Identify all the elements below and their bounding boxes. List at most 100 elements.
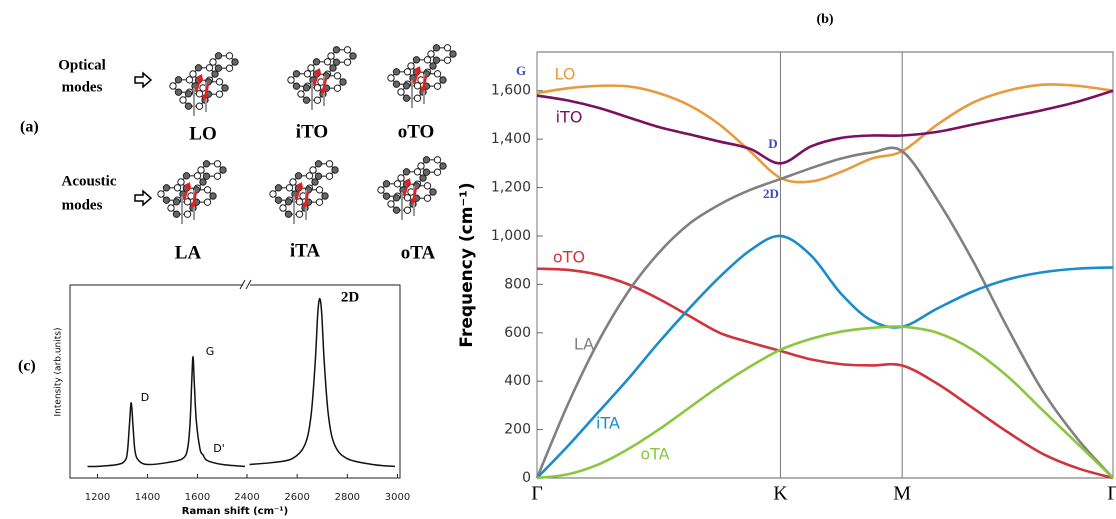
atom (316, 199, 322, 205)
peak-label: 2D (341, 289, 360, 305)
atom (285, 199, 291, 205)
x-tick-label: 3000 (385, 492, 410, 503)
atom (444, 57, 450, 63)
branch-label: LA (574, 335, 594, 354)
atom (383, 193, 389, 199)
atom (312, 179, 318, 185)
atom (290, 179, 296, 185)
peak-label: D (141, 391, 149, 404)
atom (403, 169, 409, 175)
atom (433, 57, 439, 63)
atom (393, 207, 399, 213)
atom (434, 157, 440, 163)
atom (328, 53, 334, 59)
lattice-icon (288, 47, 356, 110)
atom (393, 81, 399, 87)
branch-label: iTA (596, 414, 620, 433)
mode-label: LA (175, 242, 202, 263)
y-tick-label: 200 (504, 422, 531, 438)
atom (340, 79, 346, 85)
atom (413, 57, 419, 63)
atom (388, 75, 394, 81)
atom (170, 83, 176, 89)
atom (306, 173, 312, 179)
dispersion-line (537, 326, 1113, 478)
atom (204, 199, 210, 205)
atom (444, 45, 450, 51)
atom (198, 167, 204, 173)
dispersion-line (537, 84, 1113, 182)
mode-label: iTA (290, 240, 321, 261)
atom (430, 63, 436, 69)
atom (315, 161, 321, 167)
atom (226, 53, 232, 59)
atom (303, 97, 309, 103)
atom (414, 95, 420, 101)
lattice-icon (158, 161, 226, 224)
peak-label: D' (213, 442, 225, 455)
atom (388, 201, 394, 207)
atom (196, 103, 202, 109)
atom (204, 187, 210, 193)
y-tick-label: 0 (522, 470, 531, 486)
atom (280, 205, 286, 211)
atom (394, 181, 400, 187)
atom (200, 179, 206, 185)
atom (450, 51, 456, 57)
atom (215, 53, 221, 59)
figure: (a) OpticalmodesLOiTOoTOAcousticmodesLAi… (0, 0, 1116, 519)
atom (393, 195, 399, 201)
atom (163, 185, 169, 191)
atom (332, 167, 338, 173)
y-tick-label: 600 (504, 325, 531, 341)
atom (434, 83, 440, 89)
atom (210, 193, 216, 199)
panel-label: (b) (816, 12, 833, 27)
atom (333, 47, 339, 53)
plot-frame (70, 285, 400, 478)
branch-label: iTO (556, 108, 583, 127)
row-title: Acoustic (62, 173, 117, 189)
x-axis-label: Raman shift (cm⁻¹) (182, 506, 288, 517)
atom (408, 63, 414, 69)
lattice-icon (378, 157, 446, 220)
atom (232, 59, 238, 65)
y-axis-label: Intensity (arb.units) (54, 328, 64, 417)
branch-label: oTA (640, 445, 669, 464)
atom (344, 59, 350, 65)
atom (215, 65, 221, 71)
atom (296, 211, 302, 217)
atom (326, 173, 332, 179)
atom (212, 71, 218, 77)
y-axis-label: Frequency (cm⁻¹) (457, 182, 477, 347)
atom (434, 71, 440, 77)
atom (222, 85, 228, 91)
atom (424, 57, 430, 63)
x-tick-label: Γ (1107, 483, 1116, 505)
x-tick-label: 2800 (335, 492, 360, 503)
x-tick-label: Γ (531, 483, 543, 505)
atom (293, 71, 299, 77)
mode-label: LO (189, 123, 216, 144)
atom (288, 77, 294, 83)
atom (433, 45, 439, 51)
atom (398, 89, 404, 95)
atom (440, 77, 446, 83)
x-tick-label: K (773, 483, 788, 505)
x-tick-label: 1200 (85, 492, 110, 503)
x-tick-label: 2600 (284, 492, 309, 503)
atom (434, 169, 440, 175)
atom (178, 179, 184, 185)
atom (404, 69, 410, 75)
atom (430, 189, 436, 195)
lattice-icon (270, 161, 338, 224)
atom (214, 161, 220, 167)
branch-label: oTO (553, 248, 585, 267)
atom (304, 71, 310, 77)
atom (285, 211, 291, 217)
atom (295, 173, 301, 179)
atom (183, 173, 189, 179)
atom (330, 65, 336, 71)
atom (298, 91, 304, 97)
atom (398, 175, 404, 181)
